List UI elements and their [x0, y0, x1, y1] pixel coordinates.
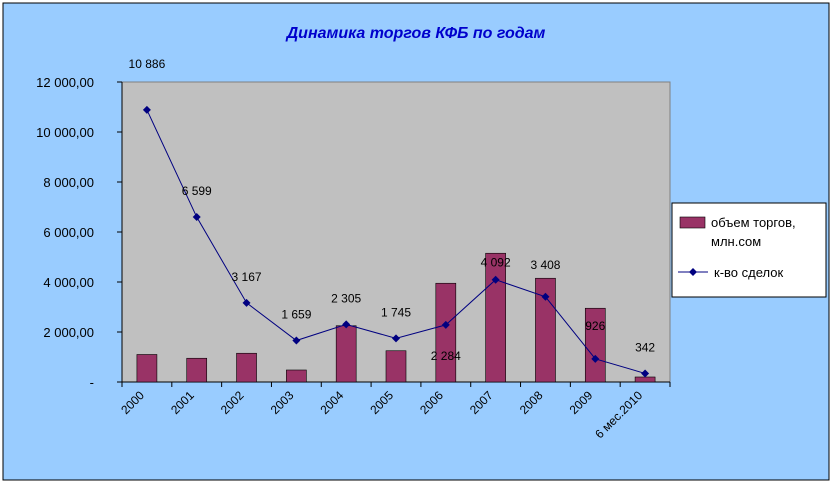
bar	[485, 252, 506, 383]
data-label: 2 284	[431, 349, 461, 363]
bar	[286, 369, 307, 383]
y-tick-label: 12 000,00	[36, 75, 94, 90]
bar	[584, 307, 606, 383]
bar	[236, 352, 257, 383]
bar	[136, 354, 158, 383]
bar	[435, 282, 457, 383]
data-label: 6 599	[182, 184, 212, 198]
bar-series	[136, 252, 656, 383]
line-point	[392, 334, 400, 343]
y-tick-label: 4 000,00	[43, 275, 94, 290]
data-label: 342	[635, 340, 655, 354]
legend-line-marker	[689, 268, 697, 276]
bar	[186, 357, 208, 383]
legend-bar-swatch	[679, 216, 706, 229]
data-label: 3 408	[530, 258, 560, 272]
line-point	[491, 275, 500, 284]
bar	[385, 350, 407, 383]
bar	[634, 376, 656, 383]
y-tick-label: 2 000,00	[43, 325, 94, 340]
data-label: 10 886	[129, 57, 166, 71]
data-label: 1 659	[281, 308, 311, 322]
bar	[335, 325, 357, 383]
legend-bar-label: млн.сом	[711, 234, 761, 249]
line-point	[192, 213, 201, 222]
line-point	[641, 369, 650, 378]
line-point	[441, 320, 450, 329]
data-label: 4 092	[481, 256, 511, 270]
y-tick-label: 8 000,00	[43, 175, 94, 190]
y-axis: - 2 000,00 4 000,00 6 000,00 8 000,00 10 000,…	[36, 75, 123, 390]
line-point	[242, 298, 251, 307]
bar	[535, 277, 556, 383]
legend-line-label: к-во сделок	[714, 265, 783, 280]
data-label: 3 167	[232, 270, 262, 284]
plot-area	[121, 81, 671, 383]
line-point	[591, 354, 600, 363]
line-point	[292, 336, 301, 345]
chart-title: Динамика торгов КФБ по годам	[285, 25, 546, 42]
legend: объем торгов, млн.сом к-во сделок	[671, 202, 827, 298]
line-point	[342, 320, 351, 329]
line-point	[142, 105, 151, 114]
line-point	[541, 292, 550, 301]
data-label: 2 305	[331, 291, 361, 305]
data-label: 926	[585, 319, 605, 333]
y-tick-label: 10 000,00	[36, 125, 94, 140]
legend-bar-label: объем торгов,	[711, 215, 796, 230]
line-series: 10 886 6 599 3 167 1 659 2 305 1 745 2 284 4 09…	[129, 57, 655, 378]
data-label: 1 745	[381, 305, 411, 319]
y-tick-label: -	[90, 375, 94, 390]
y-tick-label: 6 000,00	[43, 225, 94, 240]
